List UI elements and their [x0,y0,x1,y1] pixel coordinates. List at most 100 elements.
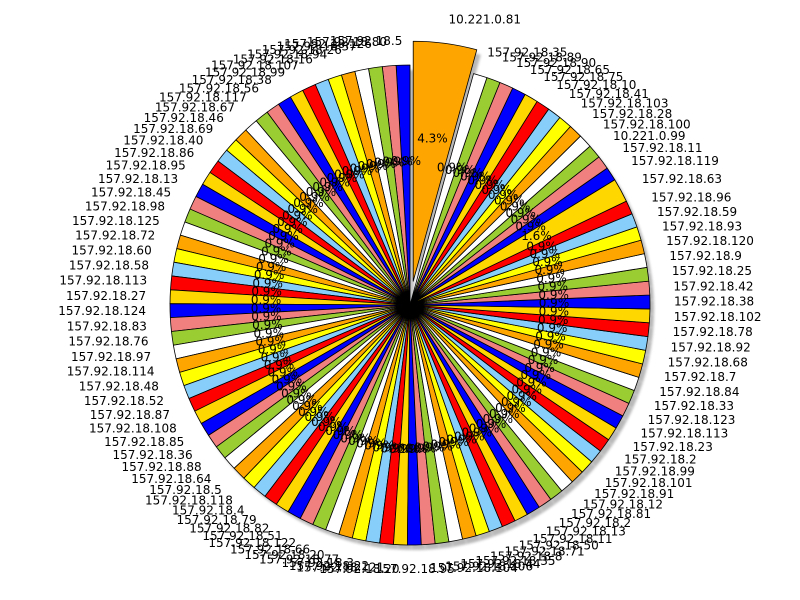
pie-percent-label: 0.9% [516,375,547,389]
pie-slice-label: 157.92.18.20 [244,548,324,562]
pie-percent-label: 0.9% [312,180,343,194]
pie-slice-label: 157.92.18.40 [123,134,203,148]
pie-percent-label: 0.9% [501,395,532,409]
pie-percent-label: 0.9% [334,167,365,181]
pie-percent-label: 0.9% [264,237,295,251]
pie-slice-label: 157.92.18.50 [519,539,599,553]
pie-percent-label: 0.9% [511,212,542,226]
pie-slice-label: 157.92.18.9 [669,249,742,263]
pie-slice-labels: 157.92.18.5157.92.18.80157.92.18.126157.… [58,13,761,576]
pie-slice-label: 10.221.0.99 [613,129,686,143]
pie-percent-label: 1.6% [521,229,552,243]
pie-percent-label: 0.9% [299,190,330,204]
pie-percent-label: 0.9% [327,171,358,185]
pie-percent-label: 0.9% [526,239,557,253]
pie-slice-label: 157.92.18.11 [532,532,612,546]
pie-slice-label: 157.92.18.99 [615,465,695,479]
pie-percent-label: 0.9% [506,389,537,403]
pie-slice-label: 157.92.18.76 [68,335,148,349]
pie-slice-label: 157.92.18.38 [192,73,272,87]
pie-slice-label: 157.92.18.5 [330,34,403,48]
pie-slice-label: 157.92.18.45 [91,185,171,199]
pie-slice-label: 157.92.18.119 [631,154,719,168]
pie-slice-label: 10.221.0.81 [448,13,521,27]
pie-percent-label: 0.9% [350,161,381,175]
pie-slice-label: 157.92.18.3 [281,556,354,570]
pie-percent-label: 0.9% [382,155,413,169]
pie-slice-label: 157.92.18.77 [259,552,339,566]
pie-percent-label: 0.9% [318,420,349,434]
pie-percent-label: 0.9% [340,431,371,445]
pie-percent-label: 0.9% [531,345,562,359]
pie-percent-label: 0.9% [391,154,422,168]
pie-slice-label: 157.92.18.59 [657,205,737,219]
pie-percent-label: 0.9% [251,293,282,307]
pie-percent-label: 0.9% [469,422,500,436]
pie-slice-label: 157.92.18.92 [671,340,751,354]
pie-percent-label: 0.9% [258,342,289,356]
pie-slice-label: 157.92.18.71 [504,545,584,559]
pie-slice-label: 157.92.18.51 [202,529,282,543]
pie-percent-label: 0.9% [438,435,469,449]
pie-slice-label: 157.92.18.25 [672,264,752,278]
pie-slice-label: 157.92.18.87 [90,408,170,422]
pie-percent-label: 0.9% [264,358,295,372]
pie-percent-label: 0.9% [306,185,337,199]
pie-slice-label: 157.92.18.91 [594,487,674,501]
pie-slice-label: 157.92.18.114 [67,365,155,379]
pie-slice-label: 157.92.18.33 [654,399,734,413]
pie-percent-label: 0.9% [524,361,555,375]
pie-percent-label: 0.9% [533,337,564,351]
pie-percent-label: 0.9% [277,215,308,229]
pie-slice-label: 157.92.18.27 [66,289,146,303]
pie-slice-label: 157.92.18.41 [569,87,649,101]
pie-slice-label: 157.92.18.28 [592,107,672,121]
pie-slice-label: 157.92.18.113 [59,274,147,288]
pie-percent-label: 0.9% [272,222,303,236]
pie-percent-label: 0.9% [397,442,428,456]
pie-percent-label: 0.9% [251,285,282,299]
pie-percent-label: 0.9% [372,440,403,454]
pie-slice-label: 157.92.18.85 [104,435,184,449]
pie-percent-label: 0.9% [500,200,531,214]
pie-slice-label: 157.92.18.68 [668,355,748,369]
pie-percent-label: 0.9% [286,393,317,407]
pie-slice-label: 157.92.18.64 [131,472,211,486]
pie-percent-label: 0.9% [366,157,397,171]
pie-percent-label: 0.9% [461,426,492,440]
pie-percent-label: 0.9% [298,405,329,419]
pie-slice-label: 157.92.18.79 [177,513,257,527]
pie-percent-label: 0.9% [374,156,405,170]
pie-percent-label: 0.9% [488,188,519,202]
pie-percent-label: 0.9% [437,160,468,174]
pie-percent-label: 0.9% [254,326,285,340]
pie-percent-label: 0.9% [539,305,570,319]
pie-percent-label: 0.9% [268,229,299,243]
pie-slice-label: 157.92.18.69 [133,122,213,136]
pie-percent-label: 0.9% [495,401,526,415]
pie-percent-label: 0.9% [535,329,566,343]
pie-slice-label: 157.92.18.90 [516,56,596,70]
pie-percent-label: 0.9% [333,428,364,442]
pie-percent-label: 0.9% [467,174,498,188]
pie-slice-label: 157.92.18.120 [666,234,754,248]
pie-percent-label: 0.9% [406,442,437,456]
pie-percent-label: 0.9% [381,441,412,455]
pie-percent-label: 0.9% [445,163,476,177]
pie-slice-label: 157.92.18.48 [79,379,159,393]
pie-percent-label: 0.9% [358,159,389,173]
pie-slice-label: 157.92.18.89 [502,50,582,64]
pie-slice-label: 157.92.18.75 [543,70,623,84]
pie-slice-label: 157.92.18.66 [230,542,310,556]
pie-slice-label: 157.92.18.88 [121,460,201,474]
pie-slice-label: 157.92.18.104 [430,561,518,575]
pie-percent-label: 0.9% [481,183,512,197]
pie-slice-label: 157.92.18.94 [247,47,327,61]
pie-percent-label: 0.9% [258,252,289,266]
pie-percent-label: 0.9% [272,373,303,387]
pie-percent-label: 0.9% [319,175,350,189]
pie-slice-label: 157.92.18.83 [67,319,147,333]
pie-slice-label: 157.92.18.26 [262,43,342,57]
pie-percent-label: 0.9% [534,263,565,277]
